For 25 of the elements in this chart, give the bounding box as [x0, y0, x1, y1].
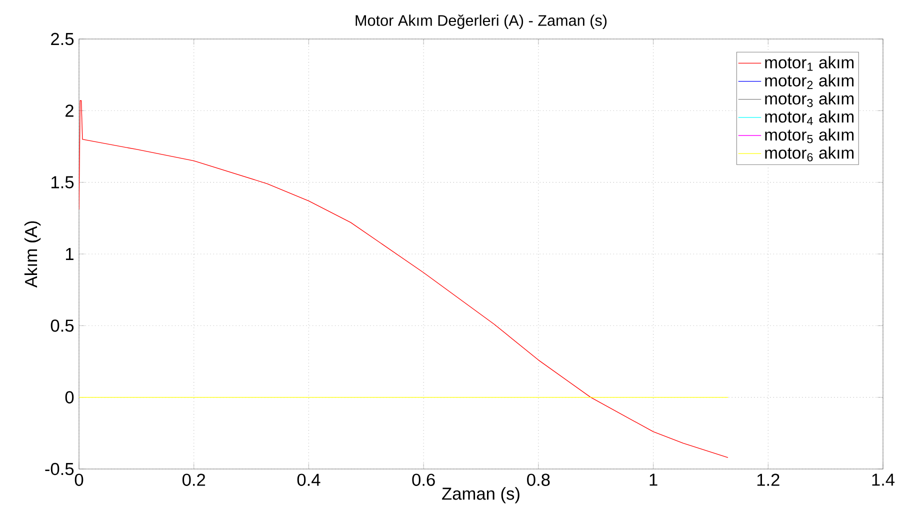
- y-tick-label: -0.5: [45, 462, 74, 476]
- chart-title: Motor Akım Değerleri (A) - Zaman (s): [356, 14, 607, 29]
- x-tick-label: 0.8: [527, 474, 550, 486]
- legend-label: motor$_{2}$ akım: [765, 74, 854, 89]
- legend-label: motor$_{4}$ akım: [765, 110, 854, 125]
- y-tick-label: 0: [65, 391, 74, 404]
- y-tick-label: 1.5: [52, 176, 74, 188]
- y-tick-label: 2.5: [51, 32, 74, 46]
- x-tick-label: 1.2: [757, 474, 780, 486]
- legend-label: motor$_{1}$ akım: [765, 56, 854, 71]
- x-tick-label: 0.4: [297, 474, 320, 486]
- x-tick-label: 1.4: [872, 474, 895, 486]
- x-tick-label: 0.2: [182, 474, 206, 486]
- x-tick-label: 0.6: [412, 474, 435, 486]
- x-tick-label: 1: [650, 474, 658, 486]
- y-tick-label: 2: [66, 104, 74, 117]
- y-axis-title: Akım (A): [24, 221, 41, 288]
- y-tick-label: 1: [66, 248, 74, 260]
- legend-label: motor$_{5}$ akım: [765, 128, 854, 144]
- legend-label: motor$_{6}$ akım: [765, 146, 854, 162]
- x-tick-label: 0: [74, 474, 84, 486]
- x-axis-title: Zaman (s): [442, 487, 520, 504]
- legend-label: motor$_{3}$ akım: [765, 92, 854, 108]
- y-tick-label: 0.5: [50, 320, 74, 332]
- line-series: [79, 100, 728, 458]
